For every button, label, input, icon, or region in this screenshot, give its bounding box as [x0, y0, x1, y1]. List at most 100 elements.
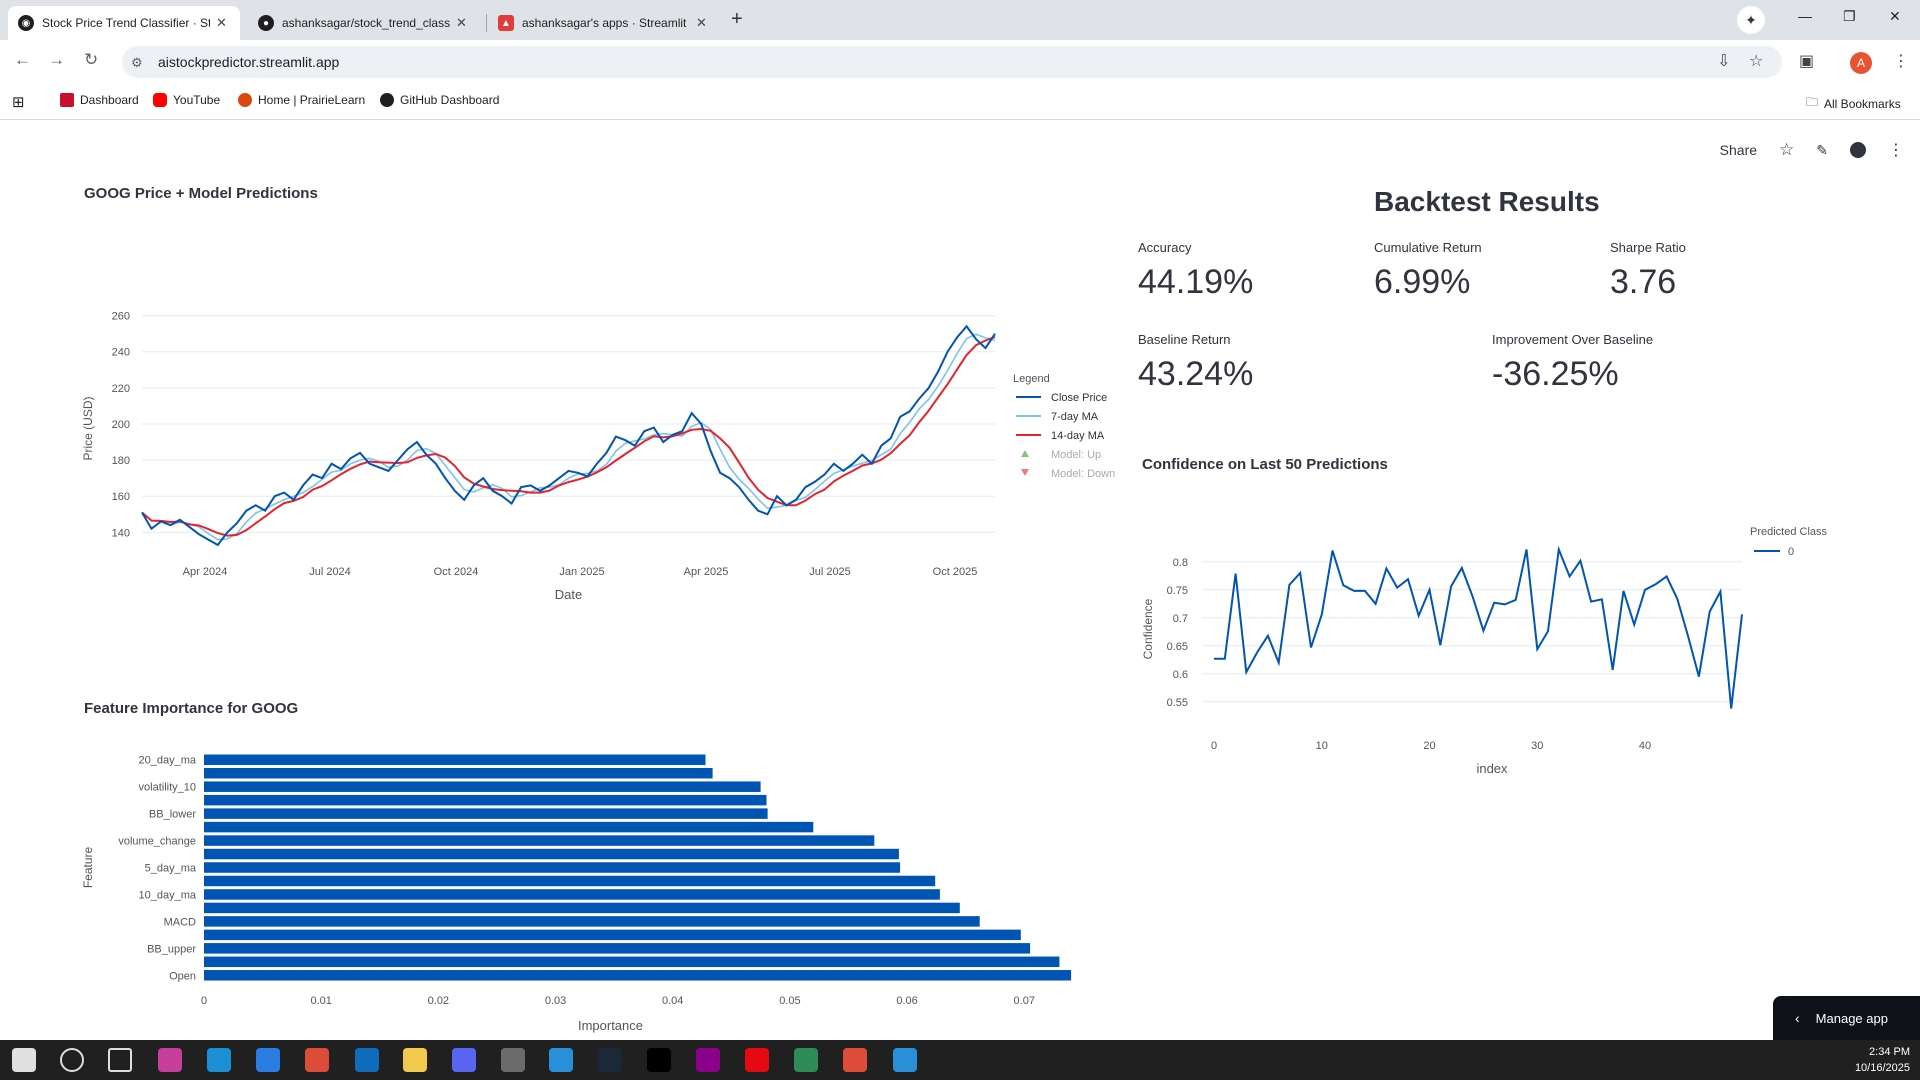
- y-tick-label: Open: [169, 970, 196, 982]
- feature-bar: [204, 821, 814, 833]
- feature-bar: [204, 916, 980, 927]
- y-tick-label: 0.55: [1167, 697, 1188, 709]
- back-icon[interactable]: ←: [14, 50, 31, 69]
- edit-pencil-icon[interactable]: ✎: [1816, 141, 1828, 158]
- tab-stock-classifier[interactable]: ◉ Stock Price Trend Classifier · Str ✕: [8, 6, 240, 40]
- x-tick-label: Apr 2025: [684, 566, 729, 578]
- reading-mode-icon[interactable]: ▣: [1799, 53, 1815, 70]
- clock-time: 2:34 PM: [1869, 1046, 1910, 1058]
- bookmark-label: Home | PrairieLearn: [258, 93, 366, 107]
- bookmark-prairielearn[interactable]: Home | PrairieLearn: [238, 93, 365, 107]
- x-tick-label: 10: [1316, 740, 1328, 752]
- netflix-icon[interactable]: [745, 1048, 769, 1072]
- x-tick-label: 30: [1531, 740, 1543, 752]
- bookmark-github-dashboard[interactable]: GitHub Dashboard: [380, 93, 499, 107]
- address-bar[interactable]: aistockpredictor.streamlit.app: [122, 46, 1782, 78]
- profile-avatar[interactable]: A: [1850, 52, 1872, 74]
- windows-start-icon[interactable]: [12, 1048, 36, 1072]
- x-axis-label: Importance: [578, 1018, 643, 1033]
- site-info-icon[interactable]: ⚙: [131, 55, 143, 70]
- windows-taskbar: 2:34 PM 10/16/2025: [0, 1040, 1920, 1080]
- docker-icon[interactable]: [893, 1048, 917, 1072]
- x-tick-label: Oct 2024: [434, 566, 479, 578]
- edge-icon[interactable]: [207, 1048, 231, 1072]
- menu-kebab-icon[interactable]: ⋮: [1893, 53, 1909, 70]
- ubisoft-icon[interactable]: [549, 1048, 573, 1072]
- github-icon: [380, 93, 394, 107]
- tab-title: ashanksagar's apps · Streamlit: [522, 16, 687, 30]
- new-tab-icon[interactable]: +: [731, 8, 743, 30]
- next-app-icon[interactable]: [696, 1048, 720, 1072]
- y-tick-label: volatility_10: [139, 782, 196, 794]
- x-tick-label: 0.03: [545, 995, 566, 1007]
- k-app-icon[interactable]: [647, 1048, 671, 1072]
- confidence-chart: 0.55 0.6 0.65 0.7 0.75 0.8 0 10 20 30 40 index Confi…: [1141, 526, 1828, 776]
- y-tick-label: 20_day_ma: [139, 755, 197, 767]
- bookmark-dashboard[interactable]: Dashboard: [60, 93, 139, 107]
- y-tick-label: 200: [112, 419, 130, 431]
- system-clock[interactable]: 2:34 PM 10/16/2025: [1855, 1044, 1910, 1076]
- legend-title: Legend: [1013, 373, 1050, 385]
- clock-date: 10/16/2025: [1854, 1062, 1910, 1074]
- y-tick-label: 220: [112, 383, 130, 395]
- y-tick-label: 10_day_ma: [139, 889, 197, 901]
- close-tab-icon[interactable]: ✕: [216, 15, 227, 30]
- manage-app-button[interactable]: ‹ Manage app: [1773, 996, 1920, 1040]
- github-icon[interactable]: [1850, 142, 1866, 158]
- share-button[interactable]: Share: [1719, 142, 1758, 158]
- close-tab-icon[interactable]: ✕: [456, 15, 467, 30]
- install-app-icon[interactable]: ⇩: [1717, 53, 1731, 70]
- bookmark-label: Dashboard: [80, 93, 139, 107]
- y-tick-label: 0.75: [1167, 585, 1188, 597]
- search-icon[interactable]: [60, 1048, 84, 1072]
- close-window-icon[interactable]: ✕: [1889, 8, 1901, 24]
- feature-bar: [204, 808, 768, 819]
- legend-down-marker: [1021, 469, 1029, 476]
- restore-icon[interactable]: ❐: [1843, 8, 1856, 24]
- bookmark-star-icon[interactable]: ☆: [1749, 53, 1764, 70]
- copilot-icon[interactable]: [158, 1048, 182, 1072]
- reload-icon[interactable]: ↻: [84, 50, 99, 69]
- x-tick-label: 0.06: [896, 995, 917, 1007]
- feature-bar: [204, 835, 875, 846]
- streamlit-app: Share ☆ ✎ ⋮ GOOG Price + Model Predictio…: [0, 120, 1920, 1040]
- forward-icon[interactable]: →: [48, 50, 65, 69]
- y-tick-label: 0.7: [1173, 613, 1188, 625]
- streamlit-favicon-icon: ▲: [498, 15, 514, 31]
- feature-bar: [204, 902, 960, 914]
- x-tick-label: Jan 2025: [559, 566, 604, 578]
- apps-grid-icon[interactable]: ⊞: [12, 94, 25, 111]
- y-tick-label: 140: [112, 527, 130, 539]
- y-tick-label: 260: [112, 311, 130, 323]
- file-explorer-icon[interactable]: [403, 1048, 427, 1072]
- all-bookmarks[interactable]: 🗀 All Bookmarks: [1806, 93, 1901, 114]
- chrome-icon[interactable]: [305, 1048, 329, 1072]
- x-tick-label: 0.04: [662, 995, 683, 1007]
- bookmark-youtube[interactable]: YouTube: [153, 93, 220, 107]
- app-menu-icon[interactable]: ⋮: [1888, 142, 1904, 159]
- discord-icon[interactable]: [452, 1048, 476, 1072]
- feature-bar: [204, 848, 899, 860]
- metric-label: Sharpe Ratio: [1610, 240, 1686, 255]
- x-tick-label: Jul 2025: [809, 566, 851, 578]
- outlook-icon[interactable]: [355, 1048, 379, 1072]
- chrome-profile-icon[interactable]: [843, 1048, 867, 1072]
- tab-streamlit-apps[interactable]: ▲ ashanksagar's apps · Streamlit ✕: [488, 6, 720, 40]
- x-tick-label: 0.07: [1014, 995, 1035, 1007]
- legend-item: Model: Up: [1051, 449, 1101, 461]
- gemini-icon[interactable]: ✦: [1737, 6, 1765, 34]
- url-text: aistockpredictor.streamlit.app: [158, 54, 340, 70]
- minimize-icon[interactable]: —: [1798, 8, 1812, 24]
- legend-title: Predicted Class: [1750, 526, 1828, 538]
- metric-label: Improvement Over Baseline: [1492, 332, 1654, 347]
- tab-github-repo[interactable]: ● ashanksagar/stock_trend_classif ✕: [248, 6, 480, 40]
- store-icon[interactable]: [256, 1048, 280, 1072]
- app-icon[interactable]: [501, 1048, 525, 1072]
- favorite-star-icon[interactable]: ☆: [1779, 140, 1795, 159]
- steam-icon[interactable]: [598, 1048, 622, 1072]
- series-line-confidence: [1214, 545, 1743, 709]
- y-tick-label: BB_upper: [147, 943, 196, 955]
- xbox-icon[interactable]: [794, 1048, 818, 1072]
- task-view-icon[interactable]: [108, 1048, 132, 1072]
- close-tab-icon[interactable]: ✕: [696, 15, 707, 30]
